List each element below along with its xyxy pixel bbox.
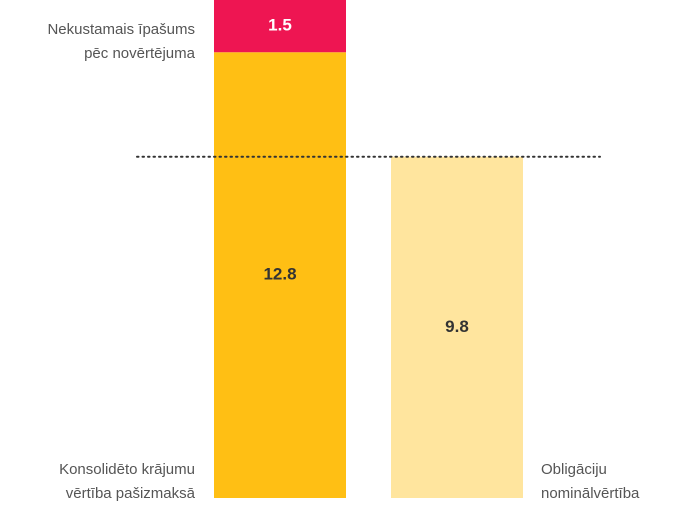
series-label: Obligāciju nominālvērtība xyxy=(541,461,640,502)
data-label: 9.8 xyxy=(445,317,469,336)
series-label: Konsolidēto krājumu vērtība pašizmaksā xyxy=(59,461,195,502)
data-label: 12.8 xyxy=(263,265,296,284)
series-label: Nekustamais īpašums pēc novērtējuma xyxy=(47,21,195,62)
bar-segment xyxy=(214,52,346,498)
bar-segment xyxy=(214,0,346,53)
data-label: 1.5 xyxy=(268,16,292,35)
bar-segment xyxy=(391,156,523,498)
